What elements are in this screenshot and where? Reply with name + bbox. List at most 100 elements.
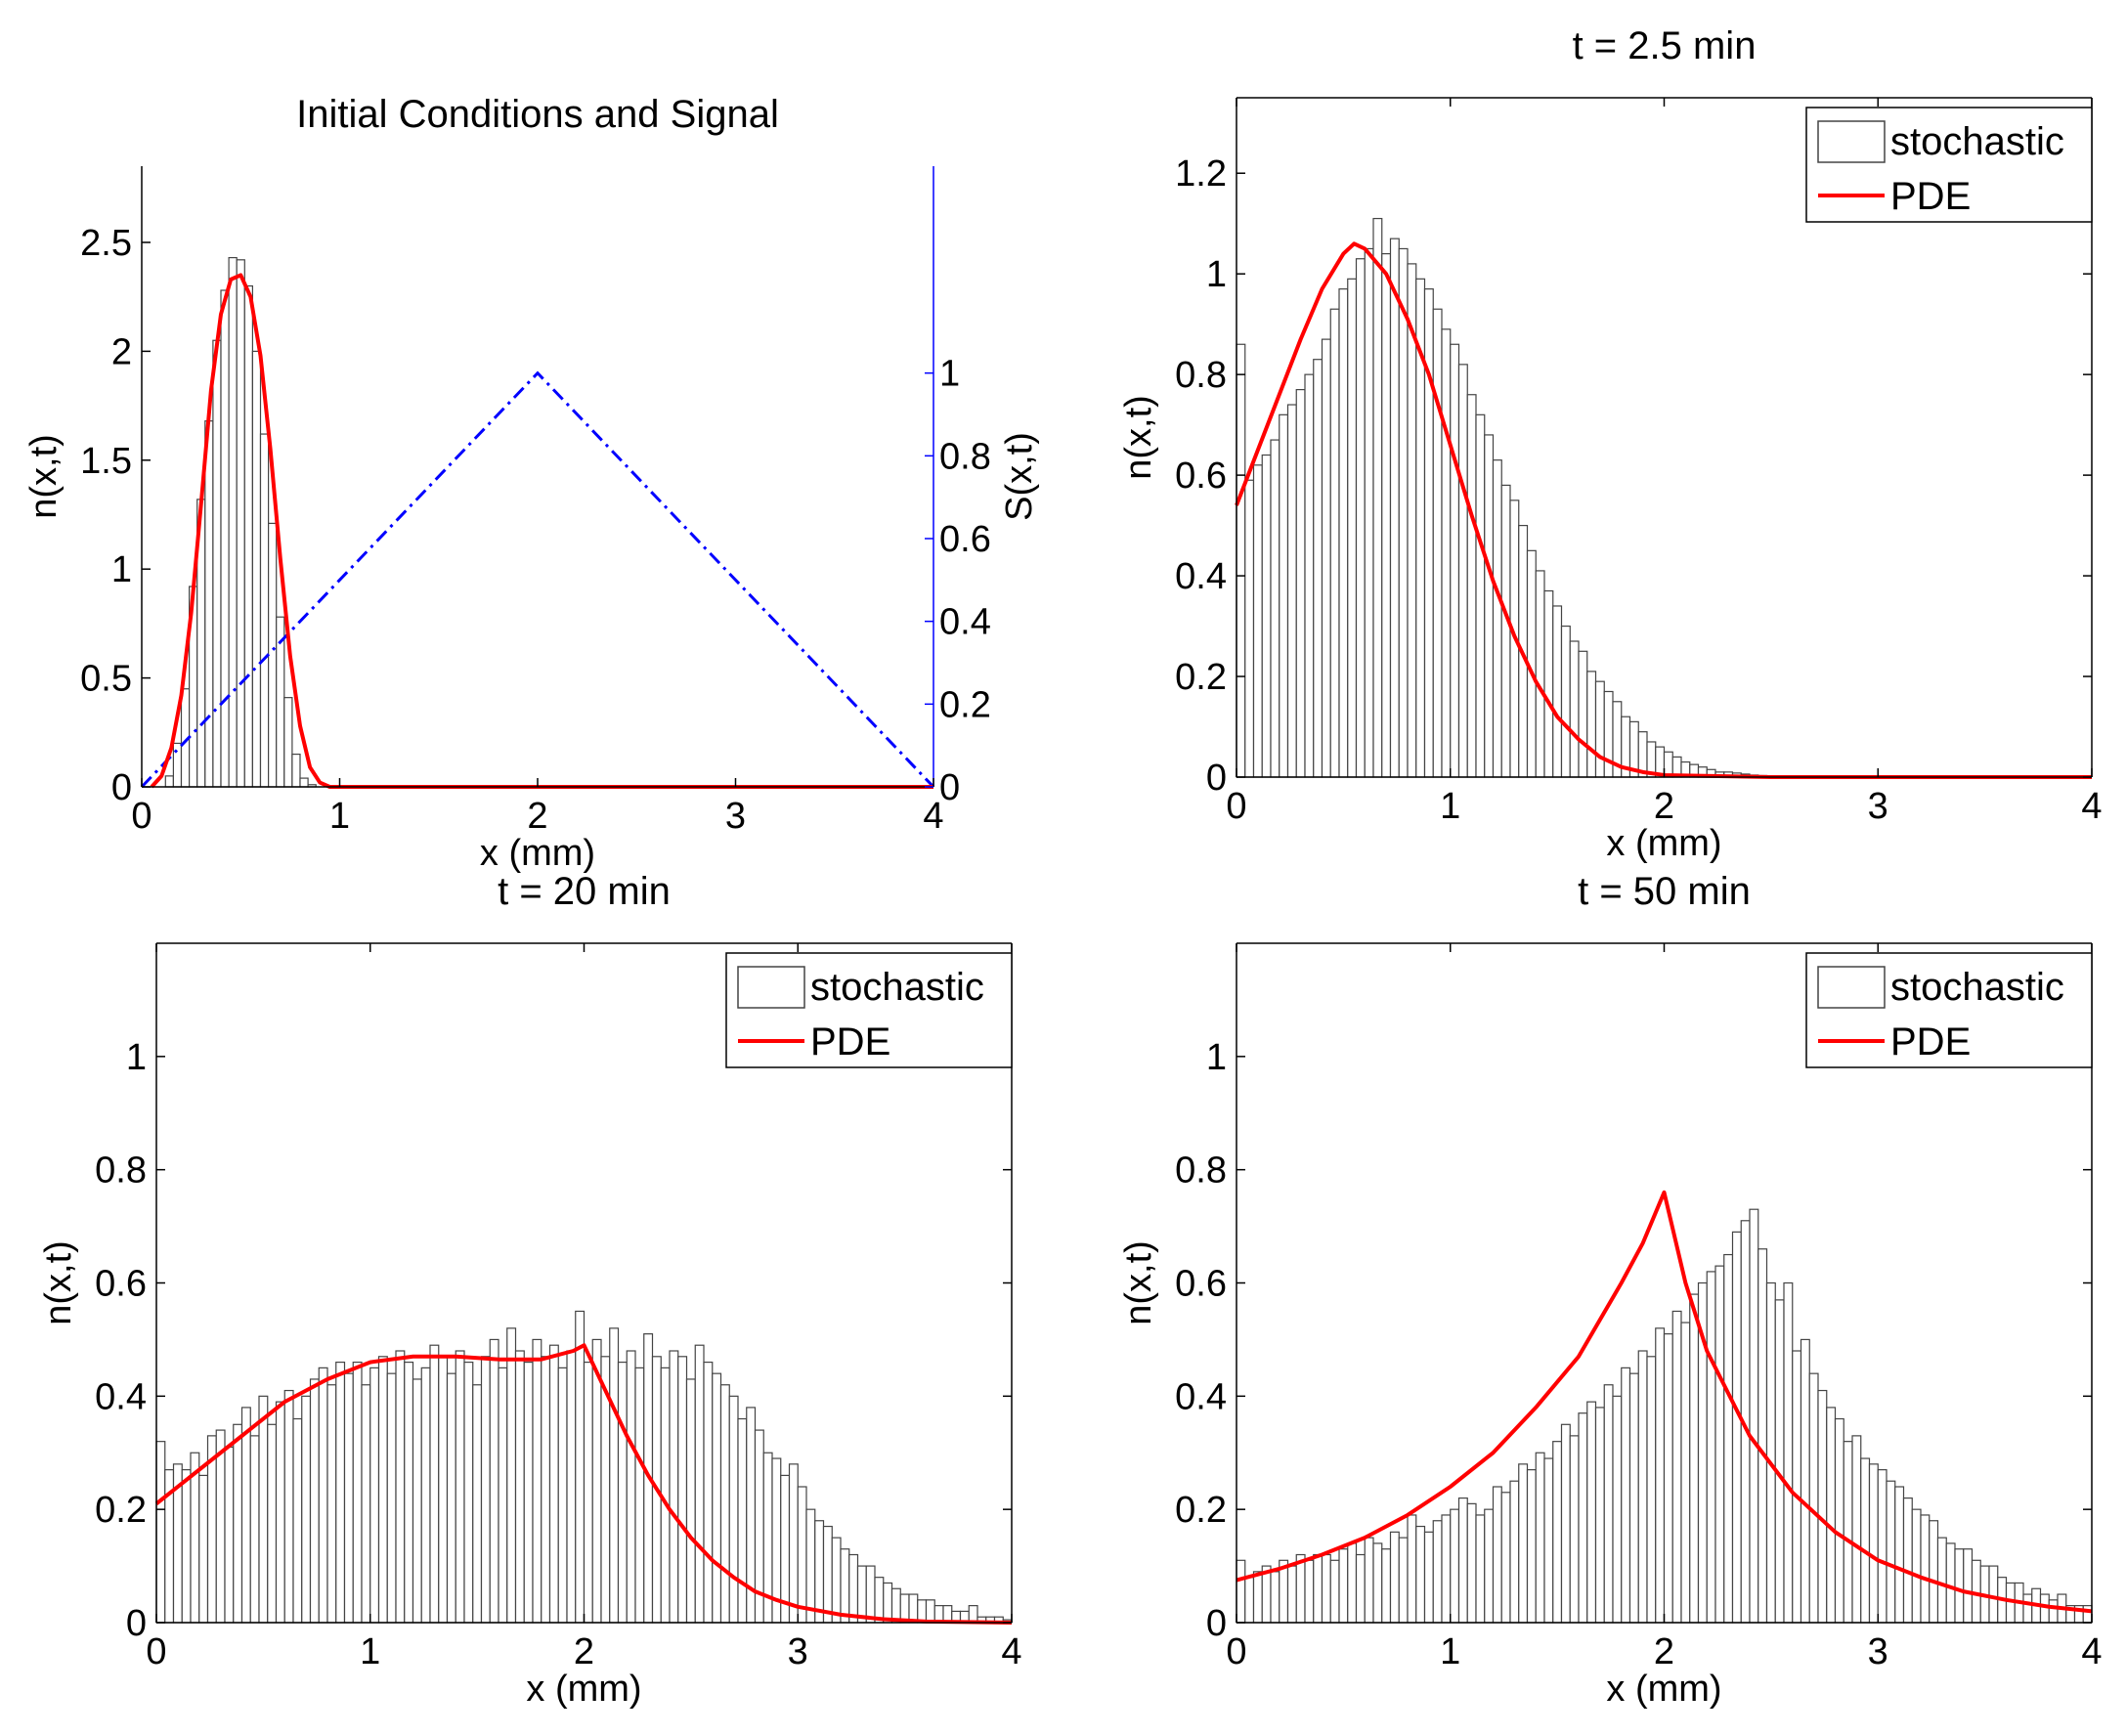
- x-tick-label: 0: [131, 796, 152, 837]
- histogram-bar: [874, 1577, 885, 1624]
- histogram-bar: [1407, 1514, 1417, 1624]
- y-tick-label: 2.5: [80, 223, 132, 264]
- histogram-bar: [198, 1474, 209, 1624]
- legend: stochastic PDE: [1805, 952, 2093, 1068]
- histogram-bar: [856, 1565, 867, 1624]
- histogram-bar: [557, 1367, 568, 1624]
- histogram-bar: [1543, 1457, 1554, 1624]
- histogram-bar: [275, 1401, 285, 1624]
- histogram-bar: [429, 1344, 440, 1624]
- histogram-bar: [805, 1508, 816, 1624]
- histogram-bar: [1569, 1435, 1580, 1624]
- histogram-bar: [1749, 1208, 1759, 1624]
- histogram-bar: [1800, 1338, 1810, 1624]
- histogram-bar: [1612, 1395, 1623, 1624]
- histogram-bar: [299, 777, 309, 788]
- histogram-bar: [626, 1350, 636, 1624]
- x-tick-label: 3: [1868, 786, 1888, 827]
- histogram-bar: [1586, 1401, 1597, 1624]
- histogram-bar: [797, 1486, 807, 1624]
- histogram-bar: [1492, 1486, 1502, 1624]
- histogram-bar: [1552, 1441, 1563, 1624]
- histogram-bar: [1457, 364, 1468, 778]
- y-tick-label: 0.6: [1175, 456, 1227, 497]
- histogram-bar: [1475, 1514, 1486, 1624]
- histogram-bar: [1560, 1423, 1571, 1624]
- histogram-bar: [575, 1310, 586, 1624]
- histogram-bar: [1988, 1565, 1999, 1624]
- histogram-bar: [455, 1350, 465, 1624]
- histogram-bar: [1355, 1553, 1366, 1624]
- x-tick-label: 3: [1868, 1631, 1888, 1672]
- legend: stochastic PDE: [725, 952, 1013, 1068]
- y-tick-label: 0: [126, 1603, 147, 1644]
- y-axis-label: n(x,t): [23, 434, 65, 519]
- histogram-bar: [523, 1361, 534, 1624]
- histogram-bar: [1526, 1469, 1537, 1624]
- histogram-bar: [1783, 1281, 1794, 1624]
- histogram-bar: [1868, 1463, 1879, 1624]
- histogram-bar: [472, 1384, 483, 1624]
- y2-tick-label: 0.6: [939, 519, 991, 560]
- histogram-bar: [728, 1395, 739, 1624]
- histogram-bar: [617, 1361, 628, 1624]
- histogram-bar: [212, 339, 222, 788]
- histogram-bar: [1372, 1542, 1383, 1624]
- histogram-bar: [309, 1378, 320, 1624]
- y-tick-label: 0.8: [1175, 355, 1227, 396]
- histogram-bar: [1329, 1559, 1340, 1624]
- histogram-bar: [1594, 1407, 1605, 1624]
- x-tick-label: 4: [2081, 786, 2102, 827]
- y2-axis-label: S(x,t): [999, 432, 1040, 521]
- histogram-bar: [1338, 288, 1349, 778]
- legend-label-pde: PDE: [1890, 175, 1971, 218]
- histogram-bar: [259, 433, 270, 788]
- histogram-bar: [1594, 680, 1605, 778]
- histogram-bar: [1244, 1577, 1255, 1624]
- histogram-bar: [233, 1423, 243, 1624]
- histogram-bar: [283, 697, 293, 788]
- histogram-bar: [438, 1356, 449, 1624]
- histogram-bar: [1415, 1525, 1426, 1624]
- histogram-bar: [1886, 1480, 1896, 1624]
- histogram-bar: [1689, 1293, 1700, 1624]
- histogram-bar: [1945, 1542, 1956, 1624]
- histogram-bar: [352, 1361, 363, 1624]
- histogram-bar: [541, 1356, 551, 1624]
- y-tick-label: 0.2: [1175, 657, 1227, 698]
- histogram-bar: [1509, 1480, 1520, 1624]
- histogram-bar: [1304, 1559, 1315, 1624]
- histogram-bar: [1261, 454, 1272, 778]
- histogram-bar: [1646, 1356, 1657, 1624]
- histogram-bar: [1313, 359, 1323, 778]
- signal-line: [140, 370, 935, 789]
- histogram-bar: [498, 1367, 508, 1624]
- x-tick-label: 0: [1226, 1631, 1246, 1672]
- legend-swatch-stochastic: [1817, 966, 1886, 1009]
- histogram-bar: [1457, 1497, 1468, 1624]
- histogram-bar: [243, 284, 254, 788]
- histogram-bar: [251, 350, 262, 788]
- histogram-bar: [1364, 247, 1374, 778]
- histogram-bar: [164, 775, 175, 788]
- subplot-title: t = 20 min: [498, 870, 671, 913]
- x-tick-label: 1: [1440, 786, 1460, 827]
- y-tick-label: 0: [1206, 758, 1227, 799]
- x-tick-label: 1: [329, 796, 350, 837]
- histogram-bar: [1244, 479, 1255, 778]
- histogram-bar: [489, 1338, 499, 1624]
- y-axis-label: n(x,t): [1118, 1240, 1159, 1325]
- y2-tick-label: 1: [939, 354, 960, 395]
- histogram-bar: [240, 1407, 251, 1624]
- histogram-bar: [883, 1582, 893, 1624]
- histogram-bar: [1500, 1492, 1511, 1624]
- histogram-bar: [532, 1338, 542, 1624]
- histogram-bar: [566, 1350, 577, 1624]
- y-tick-label: 2: [111, 331, 132, 372]
- x-tick-label: 2: [1654, 786, 1674, 827]
- x-tick-label: 1: [360, 1631, 380, 1672]
- histogram-bar: [181, 1469, 192, 1624]
- histogram-bar: [412, 1378, 422, 1624]
- y-tick-label: 0.2: [95, 1490, 147, 1531]
- legend-label-stochastic: stochastic: [1890, 966, 2064, 1009]
